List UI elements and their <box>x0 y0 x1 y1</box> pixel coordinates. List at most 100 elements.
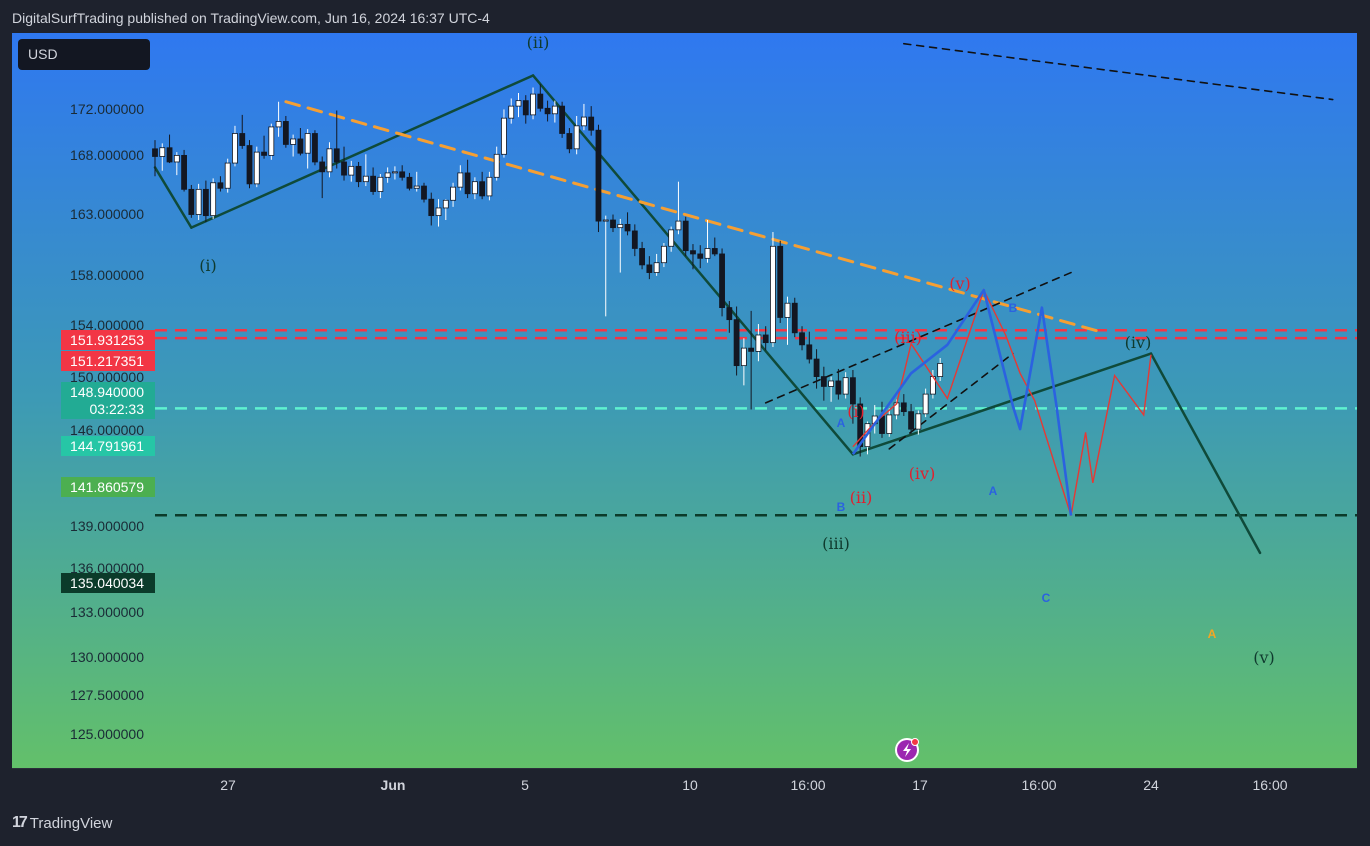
candle-body <box>631 230 638 249</box>
candle-body <box>246 145 253 185</box>
candle-body <box>748 347 755 352</box>
candle-body <box>922 393 929 415</box>
candle <box>726 301 733 333</box>
candle-body <box>304 133 311 154</box>
candle-body <box>159 147 166 157</box>
candle <box>719 248 725 317</box>
chart-panel[interactable]: (i) (ii) (iii) (iv) (v) (i) (ii) (iii) (… <box>12 33 1357 768</box>
price-tag-151-93: 151.931253 <box>70 332 144 348</box>
candle-body <box>224 162 231 189</box>
candle <box>711 237 718 257</box>
candle-body <box>806 344 813 360</box>
candle <box>661 242 667 268</box>
bolt-badge[interactable] <box>895 738 919 762</box>
candle-body <box>282 121 289 145</box>
candle <box>522 95 529 124</box>
wave-label-sub-ii: (ii) <box>850 488 873 507</box>
candle <box>348 160 355 182</box>
candle <box>421 182 427 203</box>
candle-body <box>442 199 449 209</box>
candle <box>566 128 573 154</box>
candle <box>842 372 849 399</box>
candle-body <box>297 138 304 154</box>
candle-body <box>202 188 209 217</box>
projection-paths <box>851 288 1152 516</box>
candle-body <box>566 133 573 150</box>
currency-button[interactable]: USD <box>18 39 150 70</box>
x-tick: 16:00 <box>790 777 826 793</box>
candle-body <box>915 413 922 430</box>
candle-body <box>573 125 580 150</box>
candle-body <box>813 358 820 377</box>
notification-dot <box>911 738 919 746</box>
x-tick: 17 <box>912 777 928 793</box>
price-tag-141-86: 141.860579 <box>70 479 144 495</box>
y-axis-ticks: 172.000000 168.000000 163.000000 158.000… <box>70 101 144 742</box>
candle-body <box>181 154 187 190</box>
price-tag-bg <box>61 382 155 419</box>
candle <box>631 224 638 257</box>
candle-body <box>268 126 275 156</box>
wave-label-main-ii: (ii) <box>527 33 550 52</box>
candle <box>850 370 856 424</box>
candle-body <box>588 116 595 131</box>
candle-body <box>617 223 624 229</box>
candle <box>210 178 217 219</box>
x-tick: 24 <box>1143 777 1159 793</box>
candle <box>457 165 464 191</box>
candle <box>617 218 624 273</box>
candle <box>493 146 500 181</box>
candle <box>261 135 267 159</box>
candle <box>428 192 435 226</box>
candle-body <box>341 161 347 176</box>
red-projection-path <box>852 288 1152 516</box>
candle-body <box>450 186 456 201</box>
candle <box>464 159 471 199</box>
candle-body <box>770 245 776 344</box>
candle-body <box>522 100 529 116</box>
candle <box>784 296 791 345</box>
candle <box>181 149 187 192</box>
price-chart[interactable]: (i) (ii) (iii) (iv) (v) (i) (ii) (iii) (… <box>12 33 1357 768</box>
candle-body <box>937 363 944 377</box>
price-tag-bg <box>61 330 155 350</box>
candle <box>246 140 253 189</box>
candle <box>610 214 616 233</box>
candle-body <box>290 138 297 145</box>
price-tag-last: 148.940000 <box>70 384 144 400</box>
wave-label-sub-v: (v) <box>949 274 971 293</box>
candle <box>573 115 580 155</box>
candle <box>551 100 558 123</box>
wave-label-main-iii: (iii) <box>822 534 850 553</box>
trendline <box>903 42 1334 101</box>
candle <box>581 103 587 131</box>
candle-body <box>835 380 842 395</box>
y-tick: 154.000000 <box>70 317 144 333</box>
candle-body <box>682 220 689 252</box>
chart-background <box>12 33 1357 768</box>
candle-body <box>755 334 762 352</box>
candle <box>282 115 289 148</box>
candle <box>392 166 398 180</box>
candle <box>508 98 515 124</box>
trendline <box>153 166 193 229</box>
candle-body <box>791 302 798 334</box>
x-axis: 27 Jun 5 10 16:00 17 16:00 24 16:00 <box>12 768 1357 802</box>
wave-label-abc-a-small: A <box>837 416 846 430</box>
candle-body <box>173 154 180 163</box>
candle <box>275 101 282 137</box>
candle <box>202 180 209 223</box>
y-tick: 150.000000 <box>70 369 144 385</box>
candle-body <box>486 176 493 197</box>
y-tick: 139.000000 <box>70 518 144 534</box>
wave-label-sub-iii: (iii) <box>894 328 922 347</box>
candle-body <box>661 245 667 264</box>
candle <box>152 140 158 177</box>
candle-body <box>551 105 558 115</box>
candle <box>515 92 522 118</box>
candle-body <box>217 182 224 189</box>
trendline <box>888 352 1014 450</box>
candle <box>173 152 180 176</box>
candle <box>922 388 929 418</box>
wave-label-abc-a: A <box>989 484 998 498</box>
